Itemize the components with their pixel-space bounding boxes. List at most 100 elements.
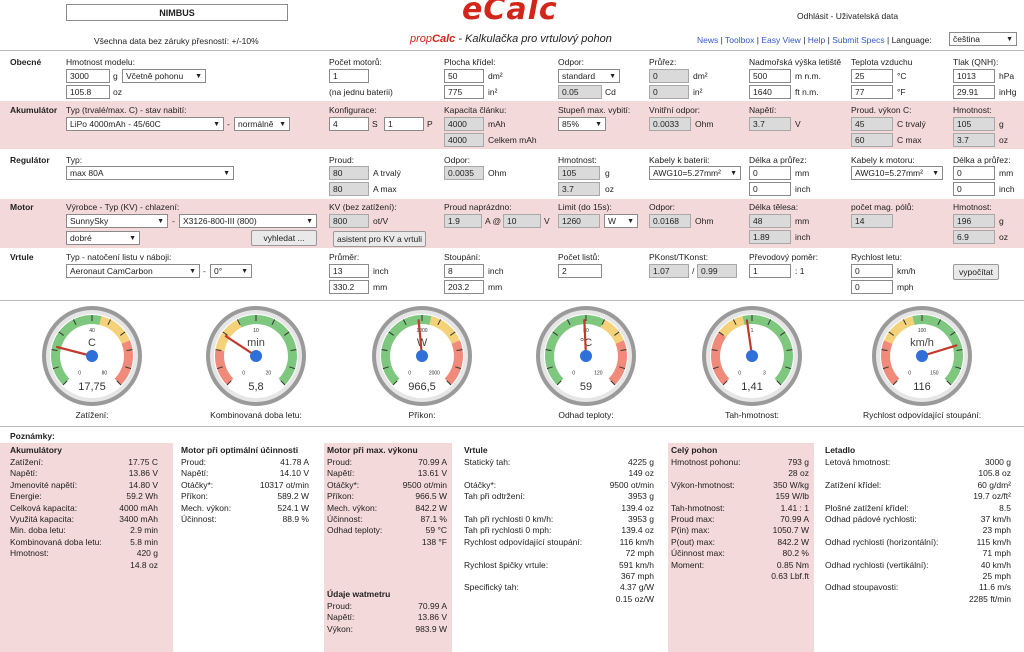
gauge-min: 0 bbox=[738, 370, 741, 376]
cable-bat-len-in-input[interactable]: 0 bbox=[749, 182, 791, 196]
motor-res-input[interactable]: 0.0168 bbox=[649, 214, 691, 228]
notes-value: 139.4 oz bbox=[621, 525, 654, 536]
flight-speed-mph-input[interactable]: 0 bbox=[851, 280, 893, 294]
motor-type-select[interactable]: X3126-800-III (800) ▼ bbox=[179, 214, 317, 228]
language-select[interactable]: čeština ▼ bbox=[949, 32, 1017, 46]
wing-area-in-input[interactable]: 775 bbox=[444, 85, 484, 99]
no-load-voltage-input[interactable]: 10 bbox=[503, 214, 541, 228]
gear-ratio-input[interactable]: 1 bbox=[749, 264, 791, 278]
notes-row: Mech. výkon: 524.1 W bbox=[181, 503, 309, 514]
elevation-input[interactable]: 500 bbox=[749, 69, 791, 83]
cable-mot-len-in-input[interactable]: 0 bbox=[953, 182, 995, 196]
gauge-zone bbox=[912, 315, 963, 385]
cd-input[interactable]: 0.05 bbox=[558, 85, 602, 99]
no-load-current-input[interactable]: 1.9 bbox=[444, 214, 482, 228]
notes-row: Proud: 70.99 A bbox=[327, 601, 447, 612]
motor-length-in-input[interactable]: 1.89 bbox=[749, 230, 791, 244]
cable-mot-len-input[interactable]: 0 bbox=[953, 166, 995, 180]
pressure-inhg-input[interactable]: 29.91 bbox=[953, 85, 995, 99]
diameter-input[interactable]: 13 bbox=[329, 264, 369, 278]
battery-type-select[interactable]: LiPo 4000mAh - 45/60C ▼ bbox=[66, 117, 224, 131]
esc-cur-max-input[interactable]: 80 bbox=[329, 182, 369, 196]
login-link[interactable]: Odhlásit - Uživatelská data bbox=[797, 11, 899, 21]
calculate-button[interactable]: vypočítat bbox=[953, 264, 999, 280]
battery-state-select[interactable]: normálně ▼ bbox=[234, 117, 290, 131]
gauge-zone bbox=[884, 316, 915, 344]
esc-res-input[interactable]: 0.0035 bbox=[444, 166, 484, 180]
pressure-input[interactable]: 1013 bbox=[953, 69, 995, 83]
notes-value: 3953 g bbox=[628, 491, 654, 502]
esc-type-select[interactable]: max 80A ▼ bbox=[66, 166, 234, 180]
cable-bat-len-input[interactable]: 0 bbox=[749, 166, 791, 180]
motor-length-input[interactable]: 48 bbox=[749, 214, 791, 228]
temperature-label: Teplota vzduchu bbox=[851, 57, 913, 67]
kv-input[interactable]: 800 bbox=[329, 214, 369, 228]
diameter-mm-input[interactable]: 330.2 bbox=[329, 280, 369, 294]
notes-row: Účinnost: 88.9 % bbox=[181, 514, 309, 525]
kv-assistant-button[interactable]: asistent pro KV a vrtuli bbox=[333, 231, 426, 247]
capacity-total-input[interactable]: 4000 bbox=[444, 133, 484, 147]
flight-speed-input[interactable]: 0 bbox=[851, 264, 893, 278]
drag-select[interactable]: standard ▼ bbox=[558, 69, 620, 83]
pitch-mm-unit: mm bbox=[488, 282, 503, 292]
battery-mass-oz-input[interactable]: 3.7 bbox=[953, 133, 995, 147]
prop-angle-select[interactable]: 0° ▼ bbox=[210, 264, 252, 278]
submit-specs-link[interactable]: Submit Specs bbox=[832, 35, 885, 45]
notes-section-title: Akumulátory bbox=[10, 445, 62, 455]
prop-type-select[interactable]: Aeronaut CamCarbon ▼ bbox=[66, 264, 200, 278]
weight-oz-input[interactable]: 105.8 bbox=[66, 85, 110, 99]
temperature-f-input[interactable]: 77 bbox=[851, 85, 893, 99]
help-link[interactable]: Help bbox=[807, 35, 826, 45]
esc-cur-cont-input[interactable]: 80 bbox=[329, 166, 369, 180]
news-link[interactable]: News bbox=[697, 35, 719, 45]
pitch-mm-input[interactable]: 203.2 bbox=[444, 280, 484, 294]
frontal-area-in-input[interactable]: 0 bbox=[649, 85, 689, 99]
notes-key: Napětí: bbox=[181, 468, 209, 479]
model-name-field[interactable]: NIMBUS bbox=[66, 4, 288, 21]
elevation-ft-input[interactable]: 1640 bbox=[749, 85, 791, 99]
notes-value: 13.61 V bbox=[417, 468, 447, 479]
gauge-min: 0 bbox=[572, 370, 575, 376]
cell-voltage-unit: V bbox=[795, 119, 801, 129]
cells-p-input[interactable]: 1 bbox=[384, 117, 424, 131]
motors-input[interactable]: 1 bbox=[329, 69, 369, 83]
blades-input[interactable]: 2 bbox=[558, 264, 602, 278]
poles-input[interactable]: 14 bbox=[851, 214, 893, 228]
diameter-mm-unit: mm bbox=[373, 282, 388, 292]
tconst-input[interactable]: 0.99 bbox=[697, 264, 737, 278]
weight-input[interactable]: 3000 bbox=[66, 69, 110, 83]
c-max-input[interactable]: 60 bbox=[851, 133, 893, 147]
battery-mass-input[interactable]: 105 bbox=[953, 117, 995, 131]
esc-mass-input[interactable]: 105 bbox=[558, 166, 600, 180]
cell-voltage-input[interactable]: 3.7 bbox=[749, 117, 791, 131]
notes-key: Odhad rychlosti (vertikální): bbox=[825, 559, 929, 570]
toolbox-link[interactable]: Toolbox bbox=[725, 35, 755, 45]
notes-key: Zatížení křídel: bbox=[825, 479, 882, 490]
motor-maker-select[interactable]: SunnySky ▼ bbox=[66, 214, 168, 228]
frontal-area-input[interactable]: 0 bbox=[649, 69, 689, 83]
gauge-unit: min bbox=[247, 337, 265, 349]
pitch-input[interactable]: 8 bbox=[444, 264, 484, 278]
notes-key: P(in) max: bbox=[671, 525, 710, 536]
c-cont-input[interactable]: 45 bbox=[851, 117, 893, 131]
motor-mass-oz-input[interactable]: 6.9 bbox=[953, 230, 995, 244]
weight-mode-select[interactable]: Včetně pohonu ▼ bbox=[122, 69, 206, 83]
capacity-input[interactable]: 4000 bbox=[444, 117, 484, 131]
motor-search-button[interactable]: vyhledat ... bbox=[251, 230, 317, 246]
esc-mass-oz-input[interactable]: 3.7 bbox=[558, 182, 600, 196]
discharge-select[interactable]: 85% ▼ bbox=[558, 117, 606, 131]
temperature-input[interactable]: 25 bbox=[851, 69, 893, 83]
power-limit-input[interactable]: 1260 bbox=[558, 214, 600, 228]
cable-mot-select[interactable]: AWG10=5.27mm² ▼ bbox=[851, 166, 943, 180]
notes-value: 842.2 W bbox=[415, 502, 447, 513]
motor-res-label: Odpor: bbox=[649, 202, 675, 212]
motor-cooling-select[interactable]: dobré ▼ bbox=[66, 231, 140, 245]
easy-view-link[interactable]: Easy View bbox=[761, 35, 801, 45]
motor-mass-input[interactable]: 196 bbox=[953, 214, 995, 228]
cells-s-input[interactable]: 4 bbox=[329, 117, 369, 131]
cable-bat-select[interactable]: AWG10=5.27mm² ▼ bbox=[649, 166, 741, 180]
internal-res-input[interactable]: 0.0033 bbox=[649, 117, 691, 131]
pconst-input[interactable]: 1.07 bbox=[649, 264, 689, 278]
power-limit-unit-select[interactable]: W ▼ bbox=[604, 214, 638, 228]
wing-area-input[interactable]: 50 bbox=[444, 69, 484, 83]
